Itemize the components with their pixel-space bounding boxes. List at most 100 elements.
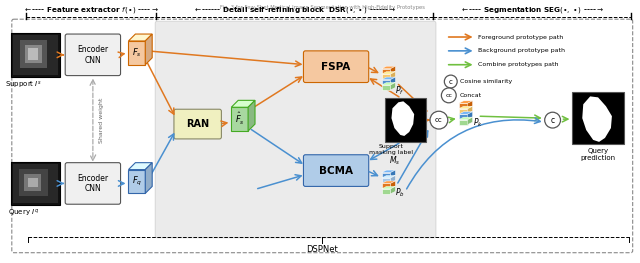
Polygon shape <box>381 189 390 194</box>
Polygon shape <box>381 74 390 79</box>
Polygon shape <box>459 117 472 120</box>
Polygon shape <box>459 109 468 114</box>
Bar <box>25 45 42 63</box>
Text: $M_s$: $M_s$ <box>388 155 400 167</box>
Bar <box>572 92 624 144</box>
Text: Fig. 3 for Few-Shot Medical Image Segmentation with High-Fidelity Prototypes: Fig. 3 for Few-Shot Medical Image Segmen… <box>220 5 425 10</box>
Text: Encoder
CNN: Encoder CNN <box>77 45 108 64</box>
Bar <box>13 164 58 203</box>
Polygon shape <box>390 181 396 188</box>
Text: Shared weight: Shared weight <box>99 97 104 143</box>
Bar <box>28 178 38 188</box>
Bar <box>11 33 60 77</box>
Text: BCMA: BCMA <box>319 166 353 176</box>
Text: $P_k$: $P_k$ <box>472 117 483 129</box>
Text: Foreground prototype path: Foreground prototype path <box>479 34 564 39</box>
Text: Support $I^s$: Support $I^s$ <box>5 79 42 90</box>
Polygon shape <box>392 101 414 136</box>
Polygon shape <box>390 186 396 194</box>
Bar <box>19 169 49 196</box>
Text: FSPA: FSPA <box>321 62 351 72</box>
Polygon shape <box>231 100 255 107</box>
Circle shape <box>545 112 561 128</box>
Text: Background prototype path: Background prototype path <box>479 48 566 53</box>
Text: DSPNet: DSPNet <box>307 245 338 254</box>
Text: cc: cc <box>435 117 443 123</box>
Bar <box>11 33 60 77</box>
Text: $\leftarrow$------ Detail self-refining block  DSR$(\bullet,\bullet)$ ------$\ri: $\leftarrow$------ Detail self-refining … <box>193 5 396 15</box>
Text: Encoder
CNN: Encoder CNN <box>77 174 108 193</box>
Polygon shape <box>459 120 468 125</box>
Polygon shape <box>381 79 390 84</box>
Polygon shape <box>381 173 390 178</box>
Polygon shape <box>129 34 152 41</box>
Bar <box>20 40 47 68</box>
FancyBboxPatch shape <box>65 34 120 75</box>
Polygon shape <box>381 72 396 74</box>
Text: c: c <box>550 116 555 125</box>
Polygon shape <box>459 114 468 119</box>
Polygon shape <box>381 66 396 69</box>
Text: Combine prototypes path: Combine prototypes path <box>479 62 559 67</box>
Polygon shape <box>459 106 472 109</box>
Polygon shape <box>129 41 145 65</box>
FancyBboxPatch shape <box>303 51 369 83</box>
Text: $\hat{F}_s$: $\hat{F}_s$ <box>235 111 244 127</box>
FancyBboxPatch shape <box>303 155 369 186</box>
Text: RAN: RAN <box>186 119 209 129</box>
Bar <box>385 98 426 142</box>
Polygon shape <box>582 96 612 142</box>
Polygon shape <box>468 117 472 125</box>
Polygon shape <box>381 175 396 178</box>
Bar <box>28 48 38 60</box>
FancyBboxPatch shape <box>65 163 120 204</box>
Polygon shape <box>468 112 472 119</box>
Polygon shape <box>390 175 396 183</box>
Polygon shape <box>381 170 396 173</box>
Text: $\leftarrow$---- Segmentation SEG$(\bullet,\bullet)$ ----$\rightarrow$: $\leftarrow$---- Segmentation SEG$(\bull… <box>460 5 604 15</box>
Bar <box>13 35 58 75</box>
Polygon shape <box>381 69 390 74</box>
Circle shape <box>444 75 457 88</box>
Text: $F_s$: $F_s$ <box>132 47 141 59</box>
Polygon shape <box>390 170 396 178</box>
Polygon shape <box>248 100 255 131</box>
Text: cc: cc <box>445 93 452 98</box>
Circle shape <box>442 88 456 103</box>
Bar <box>24 174 42 191</box>
Polygon shape <box>231 107 248 131</box>
Polygon shape <box>468 101 472 108</box>
Polygon shape <box>145 163 152 193</box>
Text: Concat: Concat <box>460 93 482 98</box>
Polygon shape <box>390 66 396 74</box>
Text: Support
masking label: Support masking label <box>369 144 413 155</box>
Text: $F_q$: $F_q$ <box>132 175 142 188</box>
Polygon shape <box>390 83 396 90</box>
Polygon shape <box>381 83 396 85</box>
Text: Query
prediction: Query prediction <box>580 148 616 161</box>
Polygon shape <box>390 77 396 84</box>
Polygon shape <box>459 103 468 108</box>
Bar <box>11 162 60 205</box>
Polygon shape <box>381 186 396 189</box>
Polygon shape <box>390 72 396 79</box>
Polygon shape <box>381 178 390 183</box>
Text: Query $I^q$: Query $I^q$ <box>8 208 39 219</box>
Polygon shape <box>381 181 396 184</box>
Text: $P_b$: $P_b$ <box>396 186 405 199</box>
Polygon shape <box>459 112 472 114</box>
Polygon shape <box>129 170 145 193</box>
FancyBboxPatch shape <box>174 109 221 139</box>
Polygon shape <box>381 184 390 188</box>
Polygon shape <box>381 77 396 79</box>
Text: $\leftarrow$---- Feature extractor $f\,(\bullet)$ ----$\rightarrow$: $\leftarrow$---- Feature extractor $f\,(… <box>23 5 159 15</box>
Text: Cosine similarity: Cosine similarity <box>460 79 512 84</box>
Polygon shape <box>381 85 390 90</box>
Polygon shape <box>129 163 152 170</box>
Text: c: c <box>449 79 452 84</box>
Bar <box>11 162 60 205</box>
Polygon shape <box>459 101 472 103</box>
Text: $P_f$: $P_f$ <box>396 84 404 97</box>
Polygon shape <box>468 106 472 114</box>
FancyBboxPatch shape <box>155 21 436 238</box>
